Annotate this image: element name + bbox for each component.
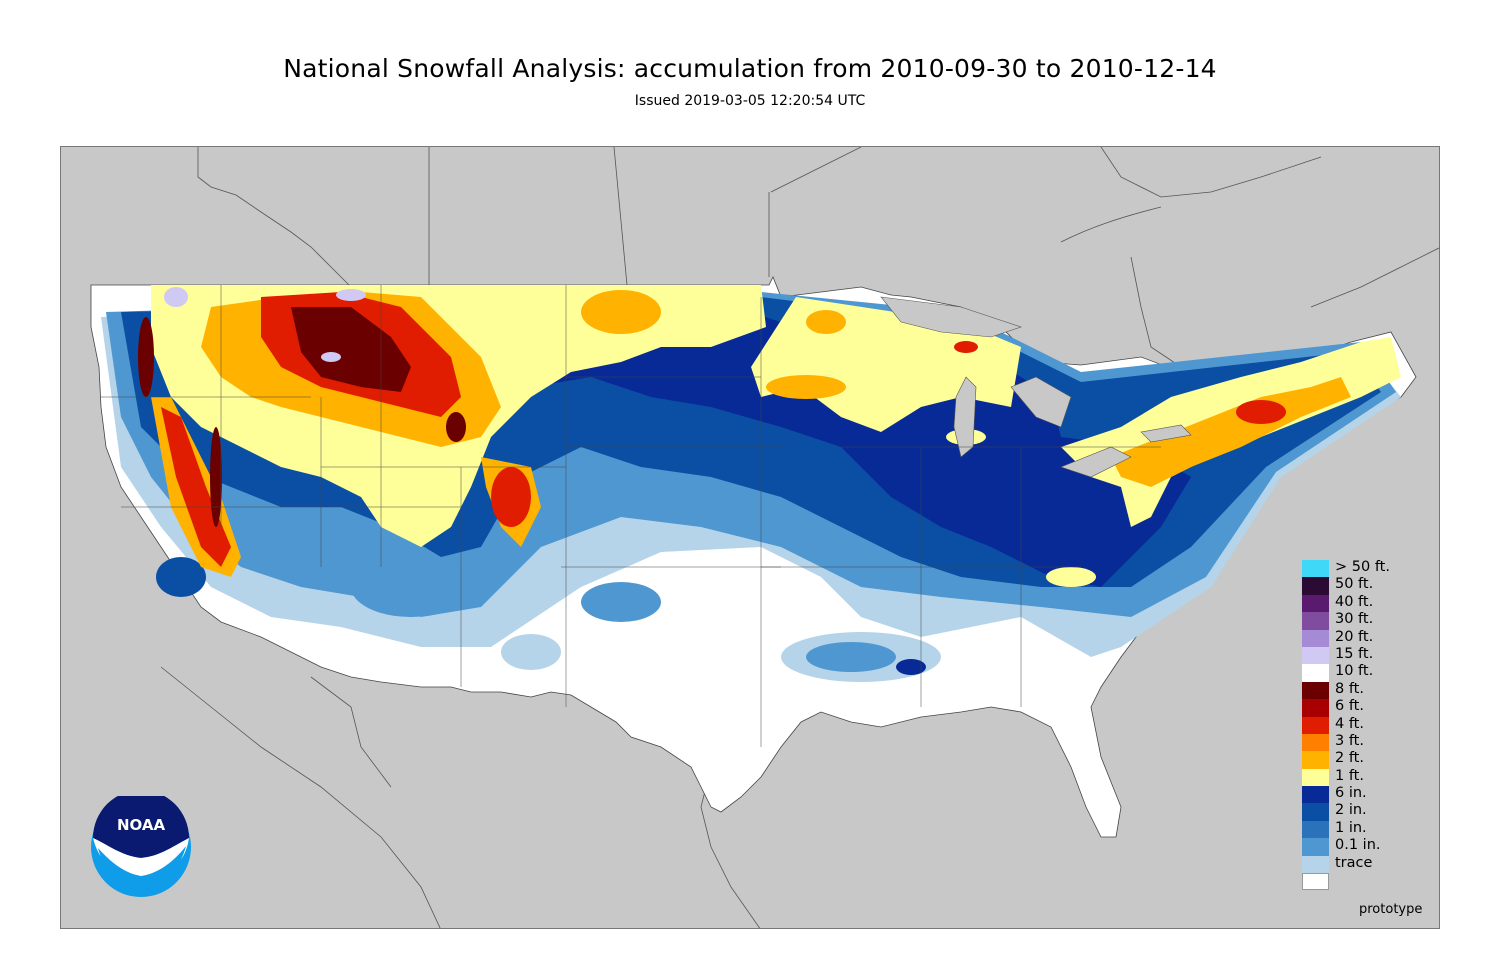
legend-swatch: [1302, 560, 1329, 578]
noaa-logo-text: NOAA: [117, 816, 166, 834]
legend-label: 40 ft.: [1335, 593, 1374, 610]
legend-item: > 50 ft.: [1302, 559, 1432, 578]
lake-ontario: [1140, 424, 1192, 443]
legend-item: 50 ft.: [1302, 576, 1432, 595]
legend-swatch: [1302, 873, 1329, 891]
legend-swatch: [1302, 699, 1329, 717]
map-canvas: [61, 147, 1439, 928]
noaa-logo: NOAA: [90, 790, 192, 898]
legend-item: [1302, 873, 1432, 891]
quebec-line: [1130, 256, 1182, 368]
sask-manitoba-line: [613, 147, 628, 286]
legend-label: 1 ft.: [1335, 767, 1364, 784]
legend-item: 1 in.: [1302, 819, 1432, 839]
lake-superior: [880, 296, 1022, 338]
legend-item: 4 ft.: [1302, 715, 1432, 734]
legend-label: 6 ft.: [1335, 698, 1364, 715]
legend-label: 6 in.: [1335, 785, 1367, 802]
legend-swatch: [1302, 594, 1329, 613]
map-title: National Snowfall Analysis: accumulation…: [283, 54, 1217, 83]
legend-item: 2 in.: [1302, 802, 1432, 821]
legend-swatch: [1302, 768, 1329, 787]
legend-swatch: [1302, 664, 1329, 682]
issued-timestamp: Issued 2019-03-05 12:20:54 UTC: [634, 93, 866, 109]
legend-swatch: [1302, 733, 1329, 752]
lake-erie: [1060, 446, 1132, 478]
legend-label: 30 ft.: [1335, 611, 1374, 628]
boundary-lines: [160, 147, 1439, 928]
legend-label: 50 ft.: [1335, 576, 1374, 593]
legend-swatch: [1302, 786, 1329, 804]
legend-label: 3 ft.: [1335, 732, 1364, 749]
legend-swatch: [1302, 577, 1329, 595]
legend-item: 3 ft.: [1302, 732, 1432, 752]
legend-swatch: [1302, 612, 1329, 630]
legend-swatch: [1302, 629, 1329, 647]
legend-swatch: [1302, 803, 1329, 821]
bc-alberta-line: [197, 147, 350, 286]
lake-huron: [1010, 376, 1072, 428]
legend-label: trace: [1335, 854, 1373, 871]
legend-item: 20 ft.: [1302, 628, 1432, 647]
legend-label: 15 ft.: [1335, 645, 1374, 662]
mexico-coast: [160, 666, 441, 928]
legend-item: 10 ft.: [1302, 663, 1432, 682]
legend-swatch: [1302, 716, 1329, 734]
legend-item: 1 ft.: [1302, 767, 1432, 787]
fifteen-foot-layer: [164, 287, 366, 362]
legend-swatch: [1302, 646, 1329, 665]
legend-swatch: [1302, 838, 1329, 856]
legend-swatch: [1302, 820, 1329, 839]
manitoba-ontario-line: [770, 147, 862, 193]
legend-item: 15 ft.: [1302, 645, 1432, 665]
quebec-coast: [1100, 147, 1322, 198]
legend-label: 2 in.: [1335, 802, 1367, 819]
legend: > 50 ft. 50 ft. 40 ft. 30 ft. 20 ft. 15 …: [1302, 559, 1432, 891]
legend-swatch: [1302, 681, 1329, 700]
labrador-line: [1310, 247, 1439, 308]
legend-label: 4 ft.: [1335, 715, 1364, 732]
great-lakes: [880, 296, 1192, 478]
legend-swatch: [1302, 855, 1329, 874]
legend-item: 0.1 in.: [1302, 837, 1432, 856]
hudson-line: [1060, 206, 1162, 243]
legend-item: trace: [1302, 854, 1432, 874]
snowfall-map: [60, 146, 1440, 929]
baja-coast: [310, 676, 392, 788]
legend-label: 10 ft.: [1335, 663, 1374, 680]
legend-label: 20 ft.: [1335, 628, 1374, 645]
legend-label: 8 ft.: [1335, 680, 1364, 697]
noaa-logo-icon: NOAA: [91, 790, 191, 897]
legend-item: 2 ft.: [1302, 750, 1432, 769]
prototype-label: prototype: [1359, 902, 1423, 917]
legend-label: 1 in.: [1335, 819, 1367, 836]
legend-item: 6 ft.: [1302, 698, 1432, 717]
legend-swatch: [1302, 751, 1329, 769]
legend-label: 0.1 in.: [1335, 837, 1381, 854]
legend-label: 2 ft.: [1335, 750, 1364, 767]
legend-item: 40 ft.: [1302, 593, 1432, 613]
legend-label: > 50 ft.: [1335, 559, 1390, 575]
state-lines: [101, 285, 1161, 747]
legend-item: 6 in.: [1302, 785, 1432, 804]
legend-item: 8 ft.: [1302, 680, 1432, 700]
legend-item: 30 ft.: [1302, 611, 1432, 630]
